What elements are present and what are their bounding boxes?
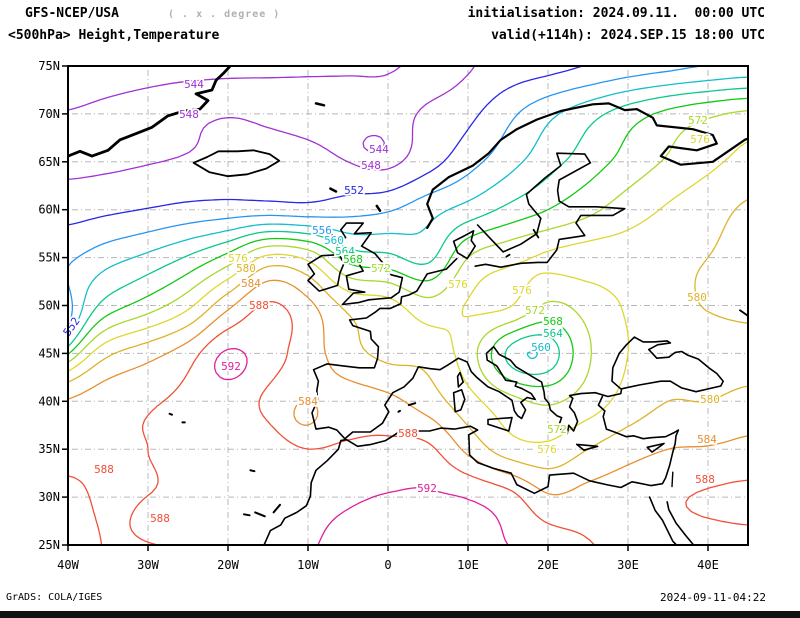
svg-text:35N: 35N <box>38 442 60 456</box>
contour-label-580: 580 <box>687 291 707 304</box>
svg-text:30N: 30N <box>38 490 60 504</box>
contour-label-560: 560 <box>324 234 344 247</box>
contour-label-548: 548 <box>361 159 381 172</box>
contour-label-588: 588 <box>249 299 269 312</box>
contour-label-580: 580 <box>700 393 720 406</box>
svg-text:45N: 45N <box>38 346 60 360</box>
contour-label-588: 588 <box>398 427 418 440</box>
svg-text:40N: 40N <box>38 394 60 408</box>
contour-label-544: 544 <box>184 78 204 91</box>
svg-text:30E: 30E <box>617 558 639 572</box>
svg-text:30W: 30W <box>137 558 159 572</box>
contour-label-592: 592 <box>221 360 241 373</box>
contour-label-576: 576 <box>537 443 557 456</box>
svg-text:55N: 55N <box>38 251 60 265</box>
contour-label-548: 548 <box>179 108 199 121</box>
map-frame <box>67 65 749 546</box>
grid-units-note: ( . x . degree ) <box>168 9 281 20</box>
contour-label-588: 588 <box>94 463 114 476</box>
height-contours <box>68 66 748 545</box>
contour-label-572: 572 <box>547 423 567 436</box>
latlon-gridlines <box>68 66 748 545</box>
contour-label-564: 564 <box>335 245 355 258</box>
contour-label-588: 588 <box>150 512 170 525</box>
contour-label-552: 552 <box>344 184 364 197</box>
contour-label-588: 588 <box>695 473 715 486</box>
svg-text:0: 0 <box>384 558 391 572</box>
contour-label-560: 560 <box>531 341 551 354</box>
svg-text:70N: 70N <box>38 107 60 121</box>
svg-text:10E: 10E <box>457 558 479 572</box>
model-title: GFS-NCEP/USA <box>25 6 119 21</box>
valid-time-line: valid(+114h): 2024.SEP.15 18:00 UTC <box>491 28 765 43</box>
bottom-bar <box>0 611 800 618</box>
svg-text:40E: 40E <box>697 558 719 572</box>
svg-text:20W: 20W <box>217 558 239 572</box>
field-title: <500hPa> Height,Temperature <box>8 28 220 43</box>
contour-label-580: 580 <box>236 262 256 275</box>
svg-text:10W: 10W <box>297 558 319 572</box>
svg-text:40W: 40W <box>57 558 79 572</box>
svg-text:75N: 75N <box>38 59 60 73</box>
contour-label-576: 576 <box>690 133 710 146</box>
contour-label-556: 556 <box>312 224 332 237</box>
contour-label-564: 564 <box>543 327 563 340</box>
contour-label-572: 572 <box>525 304 545 317</box>
contour-label-568: 568 <box>343 253 363 266</box>
contour-label-584: 584 <box>298 395 318 408</box>
contour-label-568: 568 <box>543 315 563 328</box>
init-time-line: initialisation: 2024.09.11. 00:00 UTC <box>467 6 765 21</box>
plot-timestamp: 2024-09-11-04:22 <box>660 591 766 604</box>
contour-label-572: 572 <box>371 262 391 275</box>
coastlines <box>68 66 748 545</box>
svg-text:60N: 60N <box>38 203 60 217</box>
contour-label-576: 576 <box>228 252 248 265</box>
contour-label-592: 592 <box>417 482 437 495</box>
contour-label-576: 576 <box>512 284 532 297</box>
contour-label-584: 584 <box>241 277 261 290</box>
contour-labels: 5445485445485525565605645685725765805845… <box>59 76 722 527</box>
svg-text:20E: 20E <box>537 558 559 572</box>
svg-text:50N: 50N <box>38 299 60 313</box>
contour-label-576: 576 <box>448 278 468 291</box>
grads-credit: GrADS: COLA/IGES <box>6 592 103 603</box>
contour-label-544: 544 <box>369 143 389 156</box>
svg-text:25N: 25N <box>38 538 60 552</box>
svg-text:65N: 65N <box>38 155 60 169</box>
contour-label-584: 584 <box>697 433 717 446</box>
contour-label-572: 572 <box>688 114 708 127</box>
